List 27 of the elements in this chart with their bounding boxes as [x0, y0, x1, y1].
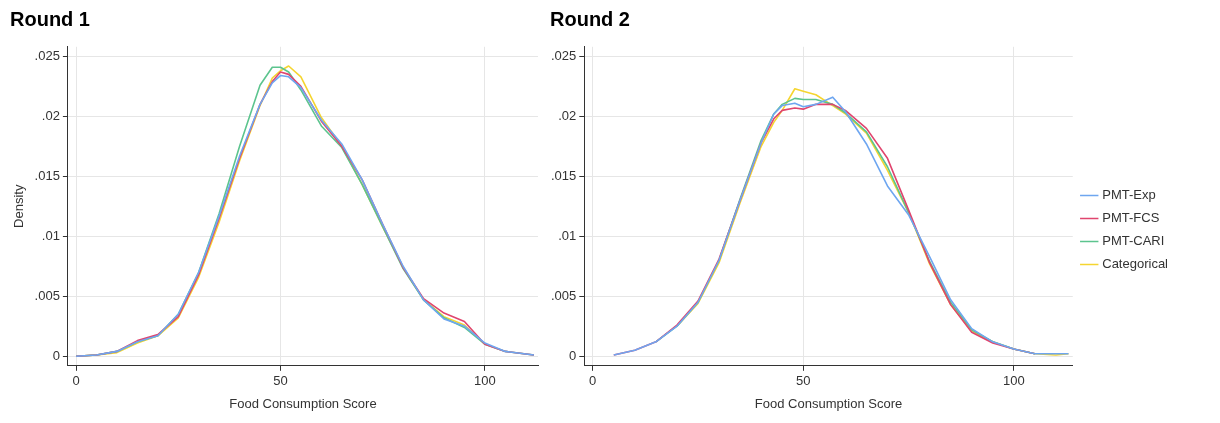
y-tick-label: .015 [34, 167, 60, 183]
y-tick-label: .01 [558, 227, 577, 243]
legend-label: PMT-FCS [1102, 210, 1160, 226]
x-tick-label: 100 [1002, 373, 1025, 389]
chart-title: Round 1 [9, 8, 91, 32]
x-tick-label: 100 [474, 373, 496, 389]
y-tick-label: .015 [550, 167, 577, 183]
x-tick-label: 0 [72, 373, 80, 389]
y-axis-title: Density [11, 184, 27, 228]
y-tick-label: .025 [34, 47, 60, 63]
legend-label: Categorical [1102, 256, 1169, 272]
x-tick-label: 50 [796, 373, 811, 389]
legend-label: PMT-CARI [1102, 233, 1165, 249]
chart-title: Round 2 [549, 8, 631, 32]
y-tick-label: .02 [558, 107, 577, 123]
y-tick-label: 0 [569, 347, 577, 363]
x-tick-label: 50 [273, 373, 288, 389]
x-axis-title: Food Consumption Score [229, 395, 377, 411]
y-tick-label: .01 [41, 227, 60, 243]
y-tick-label: 0 [52, 347, 60, 363]
y-tick-label: .005 [550, 287, 577, 303]
x-axis-title: Food Consumption Score [754, 395, 903, 411]
y-tick-label: .005 [34, 287, 60, 303]
y-tick-label: .02 [41, 107, 60, 123]
x-tick-label: 0 [589, 373, 597, 389]
y-tick-label: .025 [550, 47, 577, 63]
legend-label: PMT-Exp [1102, 187, 1156, 203]
